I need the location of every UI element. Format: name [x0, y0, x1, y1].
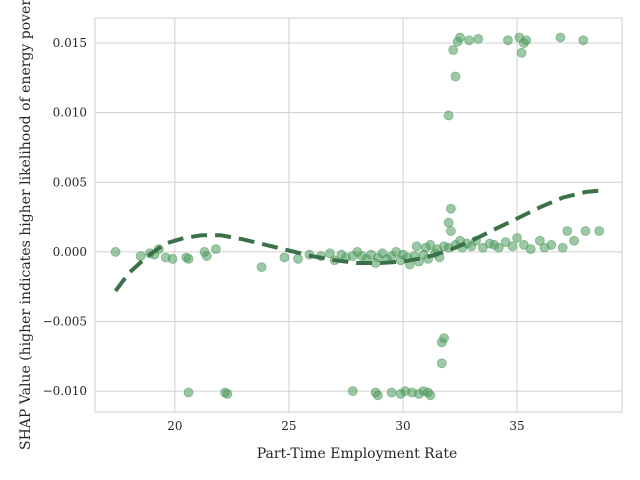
x-tick-labels: 20 25 30 35 — [167, 419, 524, 433]
data-point — [534, 235, 545, 246]
data-point — [464, 35, 475, 46]
x-tick-label: 25 — [281, 419, 296, 433]
y-tick-label: −0.005 — [43, 315, 87, 329]
trend-line — [113, 188, 600, 293]
data-point — [521, 35, 532, 46]
data-point — [411, 241, 422, 252]
data-point — [135, 251, 146, 261]
data-point — [493, 242, 504, 253]
data-point — [578, 35, 589, 46]
x-tick-label: 20 — [167, 419, 182, 433]
data-point — [503, 35, 513, 46]
data-point — [525, 244, 536, 255]
data-point — [450, 71, 461, 82]
data-point — [455, 32, 465, 43]
data-point — [386, 387, 397, 398]
y-tick-label: 0.005 — [53, 175, 87, 189]
y-axis-label: SHAP Value (higher indicates higher like… — [18, 0, 34, 450]
data-point — [436, 358, 447, 369]
data-point — [546, 240, 557, 250]
data-point — [443, 110, 454, 121]
data-point — [256, 262, 267, 273]
data-point — [507, 241, 518, 252]
data-point — [562, 226, 573, 236]
data-point — [555, 32, 566, 43]
data-point — [594, 226, 605, 236]
trend-curve — [113, 188, 600, 293]
data-point — [293, 253, 303, 264]
data-point — [557, 242, 568, 253]
data-point — [372, 390, 383, 401]
y-tick-label: 0.000 — [53, 245, 87, 259]
data-point — [569, 235, 579, 246]
data-point — [473, 33, 484, 44]
x-tick-label: 35 — [509, 419, 524, 433]
data-point — [448, 45, 459, 55]
data-point — [580, 226, 591, 236]
data-point — [183, 253, 194, 264]
data-point — [167, 253, 178, 264]
data-point — [183, 387, 194, 398]
data-point — [347, 386, 358, 397]
data-point — [279, 252, 290, 263]
plot-background — [94, 17, 623, 413]
data-point — [512, 233, 522, 243]
data-point — [445, 203, 456, 214]
x-tick-label: 30 — [395, 419, 410, 433]
data-point — [516, 47, 527, 58]
data-point — [425, 390, 436, 401]
data-point — [439, 333, 449, 344]
data-point — [445, 226, 456, 236]
y-tick-label: 0.015 — [53, 36, 87, 50]
y-tick-label: 0.010 — [53, 106, 87, 120]
data-point — [211, 244, 221, 255]
data-point — [110, 246, 121, 257]
data-point — [325, 248, 335, 259]
y-tick-labels: −0.010 −0.005 0.000 0.005 0.010 0.015 — [43, 36, 87, 398]
y-tick-label: −0.010 — [43, 384, 87, 398]
data-point — [201, 251, 212, 261]
data-point — [443, 217, 454, 228]
data-point — [222, 389, 233, 399]
grid — [95, 18, 622, 412]
x-axis-label: Part-Time Employment Rate — [257, 446, 458, 462]
